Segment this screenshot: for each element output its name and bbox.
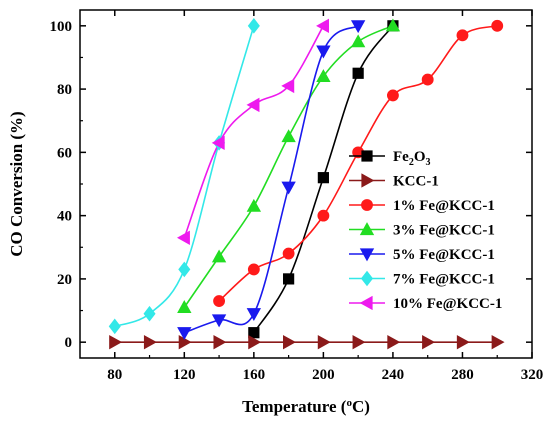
series-markers bbox=[108, 18, 505, 350]
legend-label: 3% Fe@KCC-1 bbox=[393, 223, 495, 239]
y-tick-label: 0 bbox=[65, 335, 73, 351]
data-point bbox=[248, 327, 260, 339]
y-tick-label: 60 bbox=[57, 145, 72, 161]
data-point bbox=[211, 249, 227, 263]
data-point bbox=[350, 20, 366, 34]
x-axis-title: Temperature (oC) bbox=[242, 397, 370, 416]
legend-marker bbox=[360, 270, 374, 287]
data-point bbox=[352, 335, 366, 350]
y-tick-label: 100 bbox=[50, 19, 73, 35]
data-point bbox=[247, 18, 260, 34]
data-point bbox=[178, 335, 192, 350]
data-point bbox=[213, 295, 226, 307]
data-point bbox=[246, 97, 260, 113]
data-point bbox=[387, 335, 401, 350]
legend-label: 7% Fe@KCC-1 bbox=[393, 272, 495, 288]
x-tick-label: 160 bbox=[243, 367, 266, 383]
data-point bbox=[385, 18, 401, 32]
series-line-5 bbox=[114, 25, 255, 328]
legend-marker bbox=[361, 199, 373, 211]
data-point bbox=[456, 335, 470, 350]
data-point bbox=[386, 89, 399, 102]
data-point bbox=[247, 263, 260, 276]
legend: Fe2O3 KCC-1 1% Fe@KCC-1 3% Fe@KCC-1 5% Fe@KC… bbox=[349, 149, 502, 312]
x-tick-label: 240 bbox=[382, 367, 405, 383]
data-point bbox=[352, 67, 364, 79]
data-point bbox=[246, 198, 262, 212]
data-point bbox=[213, 335, 227, 350]
legend-label: 10% Fe@KCC-1 bbox=[393, 296, 502, 312]
data-point bbox=[422, 335, 436, 350]
data-point bbox=[109, 335, 123, 350]
x-axis: 80 120 160 200 240 280 320 bbox=[107, 10, 543, 383]
legend-label: KCC-1 bbox=[393, 174, 439, 190]
legend-marker bbox=[361, 173, 375, 188]
data-point bbox=[177, 300, 192, 313]
x-tick-label: 80 bbox=[107, 367, 122, 383]
data-point bbox=[317, 209, 330, 222]
data-point bbox=[350, 34, 366, 48]
data-point bbox=[316, 45, 331, 59]
legend-label: Fe2O3 bbox=[393, 149, 431, 168]
data-point bbox=[283, 335, 296, 350]
data-point bbox=[282, 247, 295, 260]
legend-marker bbox=[359, 295, 373, 311]
legend-label: 5% Fe@KCC-1 bbox=[393, 247, 495, 263]
data-point bbox=[281, 129, 296, 143]
data-point bbox=[211, 135, 225, 151]
y-tick-label: 40 bbox=[57, 209, 72, 225]
data-point bbox=[316, 69, 331, 83]
data-point bbox=[211, 314, 227, 328]
y-axis-title: CO Conversion (%) bbox=[7, 111, 26, 256]
data-point bbox=[281, 78, 295, 94]
data-point bbox=[491, 335, 505, 350]
data-point bbox=[143, 305, 156, 322]
y-tick-label: 80 bbox=[57, 82, 72, 98]
legend-label: 1% Fe@KCC-1 bbox=[393, 198, 495, 214]
data-point bbox=[491, 19, 504, 32]
legend-marker bbox=[361, 150, 373, 162]
x-tick-label: 280 bbox=[451, 367, 474, 383]
x-tick-label: 320 bbox=[521, 367, 544, 383]
data-point bbox=[108, 318, 121, 335]
data-point bbox=[317, 335, 331, 350]
data-point bbox=[176, 230, 190, 245]
x-tick-label: 120 bbox=[173, 367, 196, 383]
data-point bbox=[316, 18, 329, 33]
data-point bbox=[456, 29, 469, 42]
data-point bbox=[246, 308, 262, 322]
data-point bbox=[143, 335, 157, 350]
data-point bbox=[283, 273, 295, 285]
data-point bbox=[281, 181, 296, 195]
legend-marker bbox=[359, 222, 375, 236]
legend-marker bbox=[359, 248, 375, 262]
series-lines bbox=[114, 25, 498, 343]
y-tick-label: 20 bbox=[57, 272, 72, 288]
x-axis-title-sup: o bbox=[346, 397, 352, 409]
data-point bbox=[248, 335, 262, 350]
data-point bbox=[177, 327, 192, 341]
series-line-4 bbox=[184, 25, 359, 334]
data-point bbox=[178, 261, 191, 278]
x-tick-label: 200 bbox=[312, 367, 335, 383]
y-axis: 0 20 40 60 80 100 bbox=[50, 19, 532, 351]
data-point bbox=[317, 172, 329, 184]
data-point bbox=[421, 73, 434, 86]
